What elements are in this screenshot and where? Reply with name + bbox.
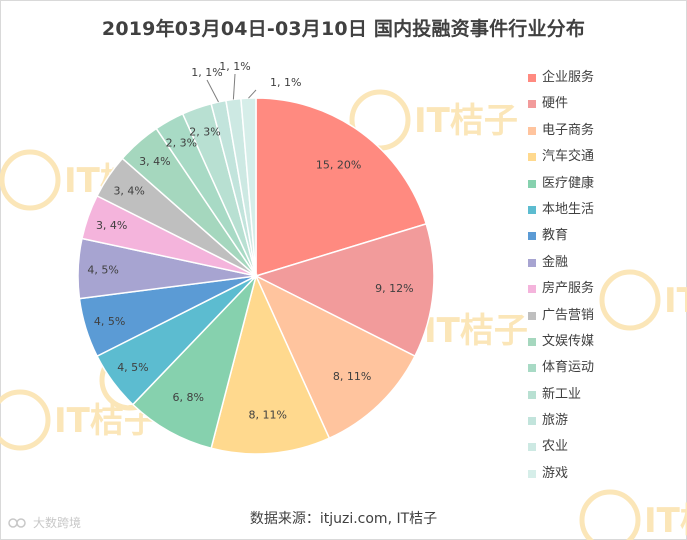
legend-swatch (528, 417, 536, 426)
legend-item: 本地生活 (528, 201, 678, 227)
data-label-6: 4, 5% (117, 361, 148, 374)
watermark-logo-icon (0, 389, 51, 451)
chart-title: 2019年03月04日-03月10日 国内投融资事件行业分布 (101, 18, 586, 40)
legend-swatch (528, 337, 536, 346)
legend-item: 文娱传媒 (528, 333, 678, 359)
legend-item: 旅游 (528, 412, 678, 438)
data-label-3: 8, 11% (333, 370, 371, 383)
legend-label: 游戏 (542, 465, 569, 481)
data-labels: 15, 20% 9, 12% 8, 11% 8, 11% 6, 8% 4, 5% 4, 5%… (87, 60, 413, 421)
data-label-14: 1, 1% (191, 66, 222, 79)
legend-swatch (528, 443, 536, 452)
legend-item: 企业服务 (528, 69, 678, 95)
leader-line-15 (232, 73, 236, 100)
legend-label: 教育 (542, 228, 569, 244)
legend-item: 游戏 (528, 465, 678, 491)
leader-line-14 (206, 79, 219, 103)
data-label-7: 4, 5% (94, 315, 125, 328)
pie-slice-2 (253, 222, 435, 358)
data-label-15: 1, 1% (219, 60, 250, 73)
legend-label: 医疗健康 (542, 175, 595, 191)
legend-swatch (528, 469, 536, 478)
pie-slices (77, 97, 435, 455)
data-label-8: 4, 5% (87, 264, 118, 277)
legend-label: 农业 (542, 439, 569, 455)
legend-swatch (528, 179, 536, 188)
data-label-13: 2, 3% (189, 126, 220, 139)
leader-line-16 (248, 89, 257, 99)
brand-name: 大数跨境 (33, 516, 82, 530)
legend-label: 本地生活 (542, 201, 595, 217)
data-label-10: 3, 4% (113, 184, 144, 197)
legend-label: 电子商务 (542, 122, 595, 138)
data-label-1: 15, 20% (316, 158, 361, 171)
legend-swatch (528, 153, 536, 162)
chart-legend: 企业服务硬件电子商务汽车交通医疗健康本地生活教育金融房产服务广告营销文娱传媒体育… (528, 69, 678, 491)
legend-label: 汽车交通 (542, 149, 595, 165)
legend-swatch (528, 364, 536, 373)
legend-swatch (528, 258, 536, 267)
pie-slice-5 (131, 273, 258, 450)
legend-label: 金融 (542, 254, 569, 270)
legend-swatch (528, 285, 536, 294)
watermark-text: IT桔子 (424, 311, 528, 351)
legend-item: 房产服务 (528, 280, 678, 306)
watermark-text: IT桔子 (644, 501, 687, 540)
watermark-logo-icon (579, 489, 641, 540)
legend-label: 新工业 (542, 386, 582, 402)
data-label-16: 1, 1% (270, 76, 301, 89)
watermark-text: IT桔子 (414, 101, 518, 141)
data-label-2: 9, 12% (375, 282, 413, 295)
watermark-text: IT桔子 (664, 281, 687, 321)
data-label-5: 6, 8% (173, 391, 204, 404)
legend-label: 旅游 (542, 413, 569, 429)
legend-label: 房产服务 (542, 281, 595, 297)
legend-swatch (528, 232, 536, 241)
legend-label: 体育运动 (542, 360, 595, 376)
legend-item: 农业 (528, 438, 678, 464)
legend-label: 硬件 (542, 96, 569, 112)
watermark-logo-icon (599, 269, 661, 331)
brand-mark: 大数跨境 (8, 514, 81, 531)
brand-logo-icon (8, 517, 26, 528)
legend-item: 医疗健康 (528, 175, 678, 201)
legend-label: 企业服务 (542, 70, 595, 85)
legend-swatch (528, 126, 536, 135)
legend-swatch (528, 205, 536, 214)
leader-lines (206, 73, 257, 103)
legend-swatch (528, 390, 536, 399)
data-label-11: 3, 4% (139, 155, 170, 168)
legend-label: 广告营销 (542, 307, 595, 323)
legend-item: 广告营销 (528, 307, 678, 333)
pie-slice-4 (210, 273, 331, 455)
data-label-4: 8, 11% (249, 408, 287, 421)
data-source: 数据来源：itjuzi.com, IT桔子 (249, 511, 438, 527)
legend-item: 硬件 (528, 95, 678, 121)
legend-item: 体育运动 (528, 359, 678, 385)
watermark-logo-icon (0, 149, 61, 211)
data-label-9: 3, 4% (96, 219, 127, 232)
legend-label: 文娱传媒 (542, 333, 595, 349)
pie-slice-1 (255, 97, 428, 278)
legend-item: 金融 (528, 254, 678, 280)
legend-swatch (528, 100, 536, 109)
legend-item: 汽车交通 (528, 148, 678, 174)
legend-item: 教育 (528, 227, 678, 253)
legend-item: 电子商务 (528, 122, 678, 148)
pie-slice-3 (254, 274, 416, 440)
data-label-12: 2, 3% (166, 136, 197, 149)
legend-item: 新工业 (528, 386, 678, 412)
legend-swatch (528, 74, 536, 82)
legend-swatch (528, 311, 536, 320)
